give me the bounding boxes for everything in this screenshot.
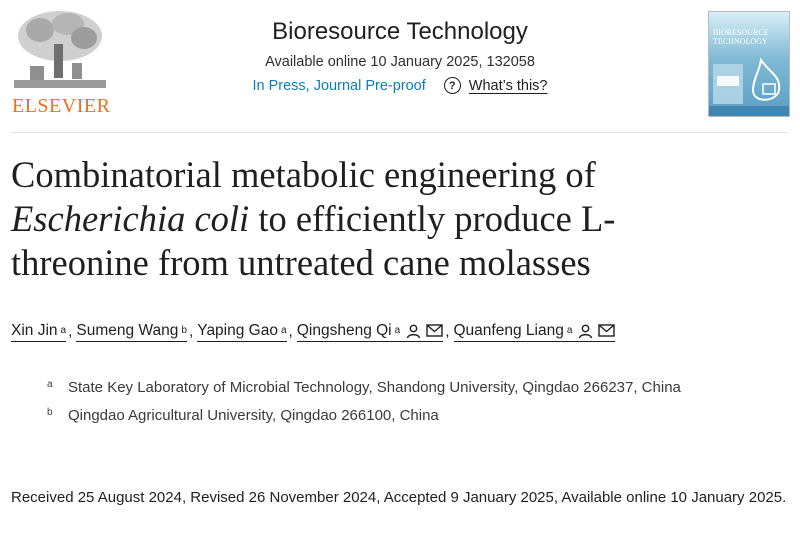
author-link[interactable]: Qingsheng Qi a <box>296 322 444 342</box>
title-species: Escherichia coli <box>11 198 250 239</box>
author-name: Quanfeng Liang <box>453 322 564 339</box>
affiliation-marker: a <box>47 379 53 390</box>
affiliation-item: b Qingdao Agricultural University, Qingd… <box>47 404 767 428</box>
author-name: Xin Jin <box>11 322 58 339</box>
affiliation-text: Qingdao Agricultural University, Qingdao… <box>68 407 439 424</box>
affiliations: a State Key Laboratory of Microbial Tech… <box>47 376 767 432</box>
author-icons <box>406 323 443 339</box>
affiliation-marker: b <box>47 407 53 418</box>
question-circle-icon[interactable]: ? <box>443 77 461 94</box>
author-separator: , <box>288 323 293 340</box>
author-separator: , <box>445 323 450 340</box>
whats-this-link[interactable]: What’s this? <box>468 77 548 94</box>
cover-title: BIORESOURCE TECHNOLOGY <box>713 28 769 46</box>
publisher-name: ELSEVIER <box>12 95 111 117</box>
author-name: Yaping Gao <box>197 322 278 339</box>
affiliation-item: a State Key Laboratory of Microbial Tech… <box>47 376 767 400</box>
elsevier-tree-logo[interactable] <box>10 8 114 120</box>
person-icon <box>579 324 593 338</box>
author-name: Qingsheng Qi <box>296 322 392 339</box>
header-divider <box>10 132 788 133</box>
affiliation-marker: a <box>60 325 67 336</box>
author-list: Xin Jin a, Sumeng Wang b, Yaping Gao a, Qin… <box>11 322 616 342</box>
author-separator: , <box>188 323 194 340</box>
author-link[interactable]: Quanfeng Liang a <box>453 322 616 342</box>
author-link[interactable]: Xin Jin a <box>11 322 67 342</box>
author-icons <box>578 323 616 339</box>
article-dates: Received 25 August 2024, Revised 26 Nove… <box>11 489 787 506</box>
availability-text: Available online 10 January 2025, 132058 <box>265 54 535 70</box>
affiliation-marker: b <box>181 325 187 336</box>
journal-pre-proof-link[interactable]: In Press, Journal Pre-proof <box>252 77 426 94</box>
author-link[interactable]: Sumeng Wang b <box>76 322 187 342</box>
journal-title[interactable]: Bioresource Technology <box>272 18 528 45</box>
journal-cover-image[interactable]: BIORESOURCE TECHNOLOGY <box>708 11 790 117</box>
envelope-icon <box>426 323 443 337</box>
affiliation-marker: a <box>566 325 573 336</box>
article-title: Combinatorial metabolic engineering of E… <box>11 153 751 285</box>
author-name: Sumeng Wang <box>76 322 179 339</box>
envelope-icon <box>598 323 616 337</box>
author-separator: , <box>68 323 73 340</box>
affiliation-marker: a <box>394 325 401 336</box>
person-icon <box>406 324 421 338</box>
title-text-1: Combinatorial metabolic engineering of <box>11 154 596 195</box>
author-link[interactable]: Yaping Gao a <box>197 322 287 342</box>
journal-header: Bioresource Technology Available online … <box>150 18 650 94</box>
status-row: In Press, Journal Pre-proof ? What’s thi… <box>150 77 650 94</box>
affiliation-marker: a <box>280 325 287 336</box>
title-text-2: to efficiently produce L-threonine from … <box>11 198 616 283</box>
affiliation-text: State Key Laboratory of Microbial Techno… <box>68 379 681 396</box>
